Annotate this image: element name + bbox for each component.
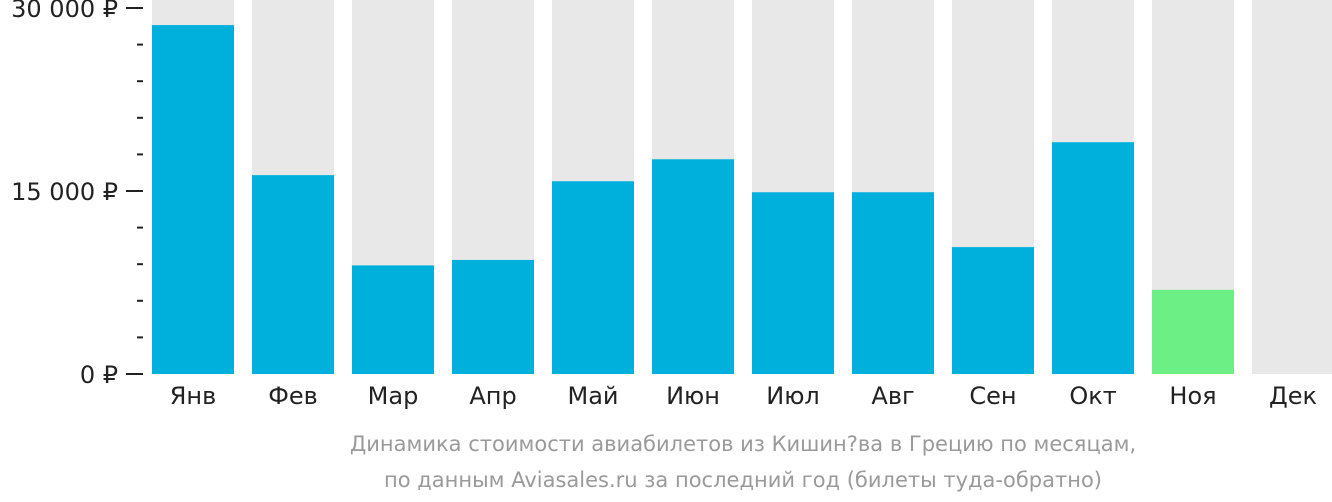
x-tick-label-1: Янв xyxy=(170,382,217,410)
bar-1 xyxy=(152,25,234,375)
x-tick-label-2: Фев xyxy=(268,382,318,410)
bar-6 xyxy=(652,159,734,374)
y-tick-label-1: 0 ₽ xyxy=(80,361,118,389)
chart-caption-line-1: Динамика стоимости авиабилетов из Кишин?… xyxy=(349,432,1137,456)
x-tick-label-8: Авг xyxy=(871,382,914,410)
bar-5 xyxy=(552,181,634,374)
x-tick-label-10: Окт xyxy=(1069,382,1116,410)
bar-4 xyxy=(452,259,534,374)
bar-2 xyxy=(252,175,334,374)
bar-10 xyxy=(1052,142,1134,374)
x-tick-label-11: Ноя xyxy=(1169,382,1216,410)
chart-caption-line-2: по данным Aviasales.ru за последний год … xyxy=(384,468,1102,492)
x-tick-label-3: Мар xyxy=(368,382,419,410)
bar-11 xyxy=(1152,289,1234,374)
bar-background-12 xyxy=(1252,0,1332,374)
x-tick-label-5: Май xyxy=(567,382,618,410)
bar-8 xyxy=(852,192,934,374)
bar-3 xyxy=(352,265,434,374)
x-tick-label-6: Июн xyxy=(666,382,720,410)
x-tick-label-12: Дек xyxy=(1269,382,1317,410)
y-tick-label-2: 15 000 ₽ xyxy=(11,178,118,206)
x-tick-label-4: Апр xyxy=(469,382,516,410)
y-tick-label-3: 30 000 ₽ xyxy=(11,0,118,23)
x-tick-label-9: Сен xyxy=(969,382,1016,410)
bar-7 xyxy=(752,192,834,374)
bar-9 xyxy=(952,247,1034,374)
x-tick-label-7: Июл xyxy=(766,382,820,410)
